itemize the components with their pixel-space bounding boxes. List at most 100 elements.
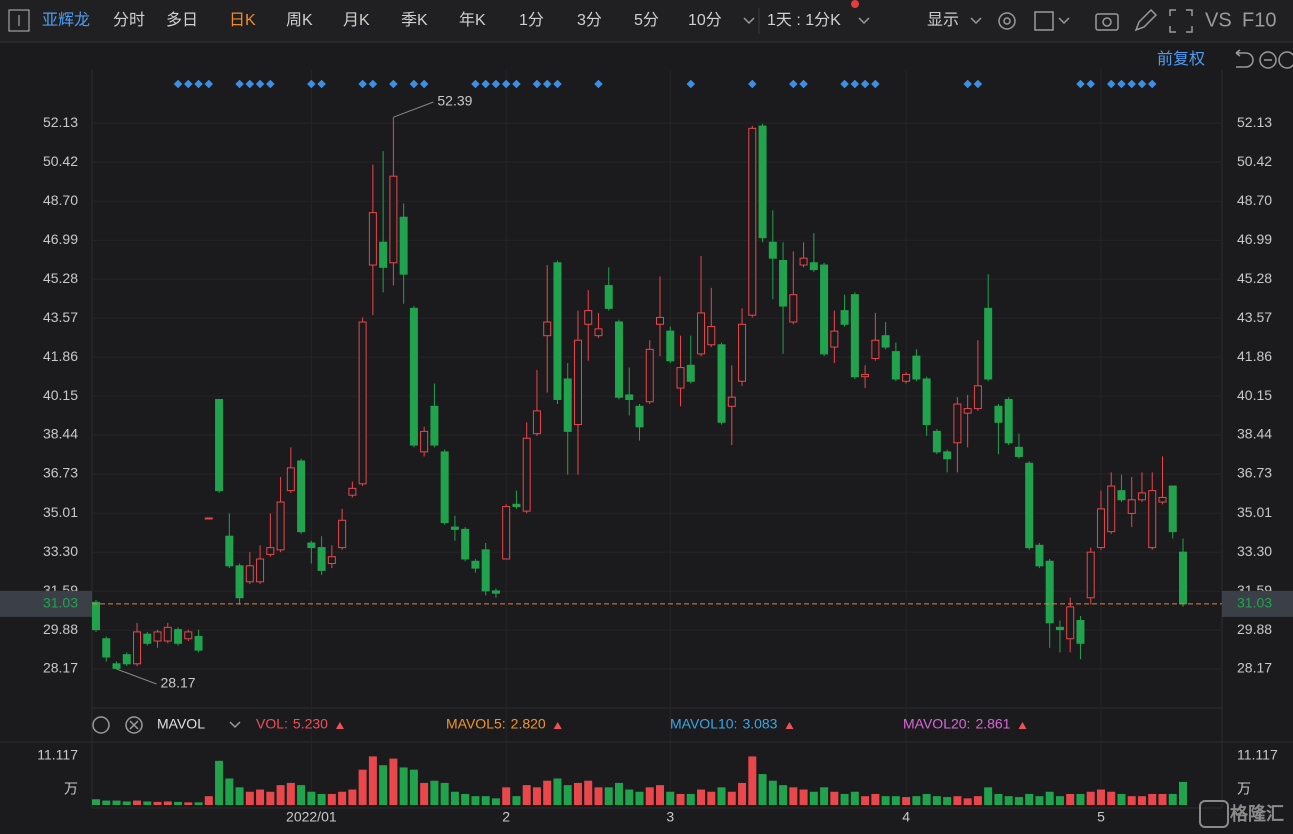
volume-bar bbox=[1066, 793, 1075, 805]
candle-body bbox=[830, 330, 839, 348]
indicator-value: 3.083 bbox=[742, 716, 777, 732]
checkbox-icon[interactable] bbox=[1034, 11, 1054, 31]
candle-body bbox=[1179, 551, 1187, 605]
volume-bar bbox=[973, 796, 982, 805]
candle-body bbox=[235, 565, 244, 599]
volume-bar bbox=[153, 801, 162, 805]
candle-body bbox=[994, 405, 1003, 423]
zoom-in-icon[interactable] bbox=[1278, 51, 1293, 69]
candle-body bbox=[799, 257, 808, 266]
signal-marker bbox=[266, 79, 275, 89]
vs-button[interactable]: VS bbox=[1205, 9, 1232, 31]
candle-body bbox=[1055, 626, 1064, 631]
zoom-out-icon[interactable] bbox=[1259, 51, 1277, 69]
signal-marker bbox=[358, 79, 367, 89]
stock-name[interactable]: 亚辉龙 bbox=[42, 11, 90, 29]
signal-marker bbox=[317, 79, 326, 89]
more-tabs[interactable] bbox=[743, 17, 755, 25]
y-tick-label: 48.70 bbox=[43, 192, 78, 208]
adjust-mode[interactable]: 前复权 bbox=[1157, 50, 1205, 68]
y-tick-label-right: 33.30 bbox=[1237, 543, 1272, 559]
period-tab[interactable]: 分时 bbox=[113, 11, 145, 29]
candle-body bbox=[912, 355, 921, 380]
volume-bar bbox=[850, 791, 859, 805]
candle-body bbox=[1137, 492, 1146, 501]
period-tab[interactable]: 多日 bbox=[166, 11, 198, 29]
volume-bar bbox=[871, 793, 880, 805]
period-tab[interactable]: 10分 bbox=[688, 11, 722, 29]
toolbar bbox=[0, 0, 1293, 42]
period-tab[interactable]: 季K bbox=[401, 11, 428, 29]
volume-bar bbox=[174, 801, 183, 805]
undo-icon[interactable] bbox=[1235, 49, 1254, 68]
checkbox-chevron[interactable] bbox=[1058, 17, 1070, 25]
candle-body bbox=[532, 410, 541, 435]
indicator-chevron[interactable] bbox=[229, 721, 241, 729]
y-tick-label: 50.42 bbox=[43, 153, 78, 169]
candle-body bbox=[297, 460, 306, 533]
volume-bar bbox=[779, 785, 788, 805]
low-leader bbox=[116, 668, 157, 685]
camera-icon[interactable] bbox=[1095, 13, 1119, 31]
indicator-settings[interactable] bbox=[92, 716, 110, 734]
volume-bar bbox=[676, 793, 685, 805]
y-tick-label-right: 40.15 bbox=[1237, 387, 1272, 403]
candle-body bbox=[450, 526, 459, 530]
volume-bar bbox=[1035, 796, 1044, 805]
camera-lens bbox=[1102, 17, 1112, 27]
candle-body bbox=[1004, 398, 1013, 444]
candle-body bbox=[932, 430, 941, 453]
y-tick-label-right: 45.28 bbox=[1237, 270, 1272, 286]
period-tab[interactable]: 3分 bbox=[577, 11, 602, 29]
candle-body bbox=[399, 216, 408, 275]
volume-bar bbox=[820, 787, 829, 805]
period-tab[interactable]: 日K bbox=[229, 12, 256, 29]
candle-body bbox=[840, 310, 849, 325]
period-tab[interactable]: 年K bbox=[459, 11, 486, 29]
volume-bar bbox=[225, 778, 234, 805]
menu-icon[interactable] bbox=[8, 9, 30, 32]
f10-button[interactable]: F10 bbox=[1242, 9, 1276, 31]
display-menu[interactable]: 显示 bbox=[927, 12, 959, 29]
indicator-close[interactable] bbox=[125, 716, 143, 734]
period-select[interactable]: 1天 : 1分K bbox=[767, 11, 841, 29]
volume-bar bbox=[635, 791, 644, 805]
candle-body bbox=[1086, 551, 1095, 599]
period-tab[interactable]: 1分 bbox=[519, 11, 544, 29]
settings-icon[interactable] bbox=[998, 12, 1016, 30]
candle-body bbox=[92, 601, 100, 631]
volume-bar bbox=[984, 787, 993, 805]
y-tick-label: 46.99 bbox=[43, 231, 78, 247]
period-tab[interactable]: 周K bbox=[286, 12, 313, 29]
volume-bar bbox=[1004, 796, 1013, 805]
volume-bar bbox=[963, 798, 972, 805]
indicator-arrow bbox=[785, 722, 794, 729]
candle-body bbox=[635, 405, 644, 428]
volume-bar bbox=[1076, 793, 1085, 805]
period-tab[interactable]: 5分 bbox=[634, 11, 659, 29]
volume-bar bbox=[379, 765, 388, 805]
volume-bar bbox=[1168, 793, 1177, 805]
candle-body bbox=[973, 385, 982, 410]
indicator-value: 2.861 bbox=[975, 716, 1010, 732]
volume-bar bbox=[840, 793, 849, 805]
candle-body bbox=[1025, 462, 1034, 549]
draw-icon[interactable] bbox=[1134, 8, 1158, 32]
volume-bar bbox=[491, 798, 500, 805]
volume-bar bbox=[758, 774, 767, 805]
candle-body bbox=[276, 501, 285, 551]
volume-bar bbox=[1148, 793, 1157, 805]
volume-bar bbox=[1127, 796, 1136, 805]
candle-body bbox=[133, 631, 142, 665]
display-chevron[interactable] bbox=[970, 17, 982, 25]
volume-bar bbox=[143, 801, 152, 805]
volume-unit: 万 bbox=[64, 781, 78, 797]
fullscreen-icon[interactable] bbox=[1169, 9, 1193, 33]
indicator-name[interactable]: MAVOL bbox=[157, 716, 205, 732]
period-tab[interactable]: 月K bbox=[343, 12, 370, 29]
signal-marker bbox=[235, 79, 244, 89]
candle-body bbox=[758, 125, 767, 239]
volume-bar bbox=[450, 791, 459, 805]
candle-body bbox=[358, 321, 367, 485]
period-chevron[interactable] bbox=[858, 17, 870, 25]
